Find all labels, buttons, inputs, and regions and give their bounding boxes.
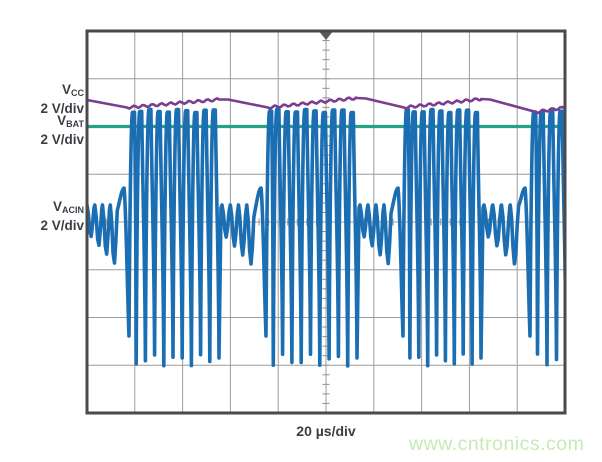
channel-name-vbat: VBAT — [57, 113, 84, 129]
channel-scale-vbat: 2 V/div — [40, 132, 84, 147]
channel-label-vbat: VBAT 2 V/div — [8, 113, 84, 147]
channel-label-vcc: VCC 2 V/div — [8, 82, 84, 116]
channel-scale-vacin: 2 V/div — [40, 218, 84, 233]
channel-name-vacin: VACIN — [52, 199, 84, 215]
timebase-label: 20 µs/div — [296, 423, 356, 439]
watermark-text: www.cntronics.com — [409, 433, 585, 455]
channel-scale-vcc: 2 V/div — [40, 101, 84, 116]
channel-label-vacin: VACIN 2 V/div — [8, 199, 84, 233]
channel-name-vcc: VCC — [61, 82, 84, 98]
